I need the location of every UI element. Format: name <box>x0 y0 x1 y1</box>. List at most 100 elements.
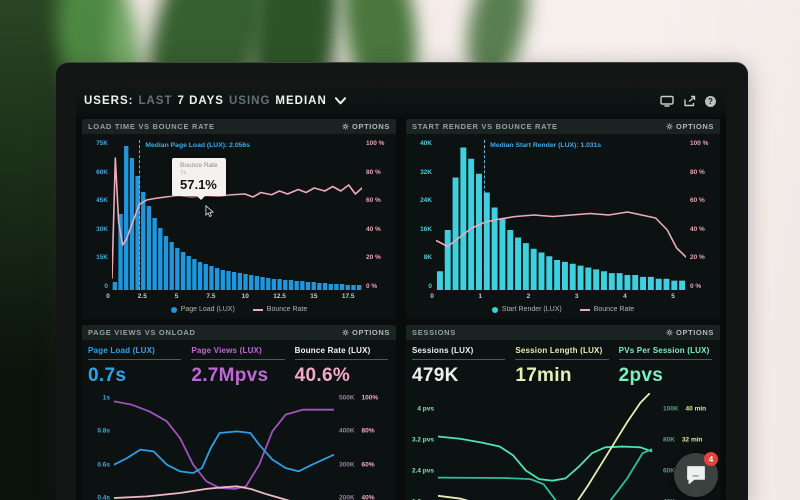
histogram-bar <box>460 147 467 290</box>
panel-title: SESSIONS <box>412 328 456 337</box>
metric-page-views: Page Views (LUX) 2.7Mpvs <box>191 346 285 387</box>
axis-tick: 80 % <box>366 168 381 176</box>
histogram-bar <box>300 281 305 290</box>
y-axis-right: 100 % 80 % 60 % 40 % 20 % 0 % <box>686 140 720 290</box>
options-button[interactable]: OPTIONS <box>666 122 714 131</box>
cursor-icon <box>205 204 214 217</box>
options-label: OPTIONS <box>676 122 714 131</box>
axis-tick: 1s <box>102 394 110 402</box>
histogram-bar <box>271 279 277 290</box>
panel-page-views: PAGE VIEWS VS ONLOAD OPTIONS Page Load (… <box>82 325 396 500</box>
start-render-chart: 40K 32K 24K 16K 8K 0 Median Start Render (LUX… <box>406 140 720 290</box>
axis-tick: 80 % <box>690 168 705 176</box>
axis-tick: 15K <box>96 254 108 262</box>
laptop-bezel: USERS: LAST 7 DAYS USING MEDIAN <box>56 62 748 500</box>
histogram-bar <box>679 280 686 290</box>
axis-tick: 30K <box>96 225 108 233</box>
options-button[interactable]: OPTIONS <box>342 328 390 337</box>
load-time-histogram <box>112 146 362 290</box>
axis-tick: 200K <box>339 494 355 500</box>
axis-tick: 32K <box>420 168 432 176</box>
histogram-bar <box>158 228 163 290</box>
panel-grid: LOAD TIME VS BOUNCE RATE OPTIONS 75K 60K 4… <box>76 117 726 500</box>
histogram-bar <box>339 284 345 290</box>
notification-badge: 4 <box>704 452 718 466</box>
histogram-bar <box>522 243 529 290</box>
axis-tick: 300K <box>339 461 355 469</box>
axis-tick: 0 <box>104 282 108 290</box>
help-icon[interactable]: ? <box>705 95 716 107</box>
header-icons: ? <box>660 95 716 107</box>
start-render-histogram <box>436 147 686 290</box>
sessions-plot-area[interactable] <box>438 393 658 500</box>
series-dot <box>170 306 177 313</box>
options-button[interactable]: OPTIONS <box>666 328 714 337</box>
histogram-bar <box>601 271 607 290</box>
options-button[interactable]: OPTIONS <box>342 122 390 131</box>
axis-tick: 2.5 <box>137 293 147 300</box>
load-time-plot-area[interactable]: Median Page Load (LUX): 2.056s Bounce Ra… <box>112 140 362 290</box>
histogram-bar <box>266 278 271 290</box>
histogram-bar <box>180 252 186 290</box>
axis-tick: 0.8s <box>97 427 110 435</box>
y-axis-right: 500K 100% 400K 80% 300K 60% 200K 40% <box>334 393 396 500</box>
series-line <box>438 449 651 500</box>
histogram-bar <box>468 158 475 290</box>
legend-item: Bounce Rate <box>252 306 307 313</box>
histogram-bar <box>328 284 333 290</box>
histogram-bar <box>124 146 129 290</box>
series-line <box>114 486 334 500</box>
axis-tick-pair: 40K <box>663 498 682 500</box>
axis-tick: 3 <box>574 293 579 300</box>
axis-tick-pair: 400K 80% <box>339 428 375 435</box>
histogram-bar <box>317 282 322 290</box>
metric-row: Page Load (LUX) 0.7s Page Views (LUX) 2.… <box>82 340 396 390</box>
display-icon[interactable] <box>660 95 674 107</box>
axis-tick: 60 % <box>690 197 705 205</box>
axis-tick: 40 % <box>366 225 381 233</box>
metric-label: Page Views (LUX) <box>191 346 285 360</box>
users-range-dropdown[interactable]: USERS: LAST 7 DAYS USING MEDIAN <box>84 95 346 107</box>
axis-tick: 100% <box>361 394 379 402</box>
histogram-bar <box>491 207 498 290</box>
histogram-bar <box>294 281 299 290</box>
histogram-bar <box>135 176 140 290</box>
y-axis-left: 75K 60K 45K 30K 15K 0 <box>82 140 112 290</box>
metric-page-load: Page Load (LUX) 0.7s <box>88 346 182 387</box>
chat-bubble-icon <box>687 466 705 484</box>
share-icon[interactable] <box>683 95 696 107</box>
metric-pvs-per-session: PVs Per Session (LUX) 2pvs <box>618 346 712 387</box>
axis-tick: 8K <box>423 254 432 262</box>
histogram-bar <box>515 237 522 290</box>
axis-tick: 100 % <box>366 140 385 147</box>
histogram-bar <box>283 279 288 290</box>
axis-tick: 2.4 pvs <box>411 467 434 475</box>
metric-value: 2pvs <box>618 365 664 386</box>
median-line: Median Start Render (LUX): 1.031s <box>484 140 601 290</box>
axis-tick: 0 % <box>366 282 378 290</box>
axis-tick-pair: 100K 40 min <box>663 405 706 412</box>
axis-tick: 0.4s <box>97 494 110 500</box>
panel-header: START RENDER VS BOUNCE RATE OPTIONS <box>406 119 720 134</box>
start-render-plot-area[interactable]: Median Start Render (LUX): 1.031s <box>436 140 686 290</box>
options-label: OPTIONS <box>352 122 390 131</box>
series-line <box>438 394 649 500</box>
chat-button[interactable]: 4 <box>674 452 718 497</box>
histogram-bar <box>444 230 451 290</box>
panel-title: PAGE VIEWS VS ONLOAD <box>88 328 196 337</box>
axis-tick-pair: 300K 60% <box>339 461 375 468</box>
axis-tick: 80% <box>361 427 375 435</box>
axis-tick: 5 <box>174 293 179 300</box>
axis-tick: 12.5 <box>273 293 286 300</box>
tooltip-sub: 7s <box>180 170 187 176</box>
histogram-bar <box>192 258 197 290</box>
histogram-bar <box>671 280 678 290</box>
axis-tick: 5 <box>671 293 675 300</box>
title-using: USING <box>228 95 271 107</box>
page-views-plot-area[interactable] <box>114 393 334 500</box>
histogram-bar <box>585 267 592 290</box>
axis-tick: 4 pvs <box>417 405 434 413</box>
metric-label: Page Load (LUX) <box>88 346 182 360</box>
panel-title: START RENDER VS BOUNCE RATE <box>412 122 558 131</box>
histogram-bar <box>254 276 260 290</box>
